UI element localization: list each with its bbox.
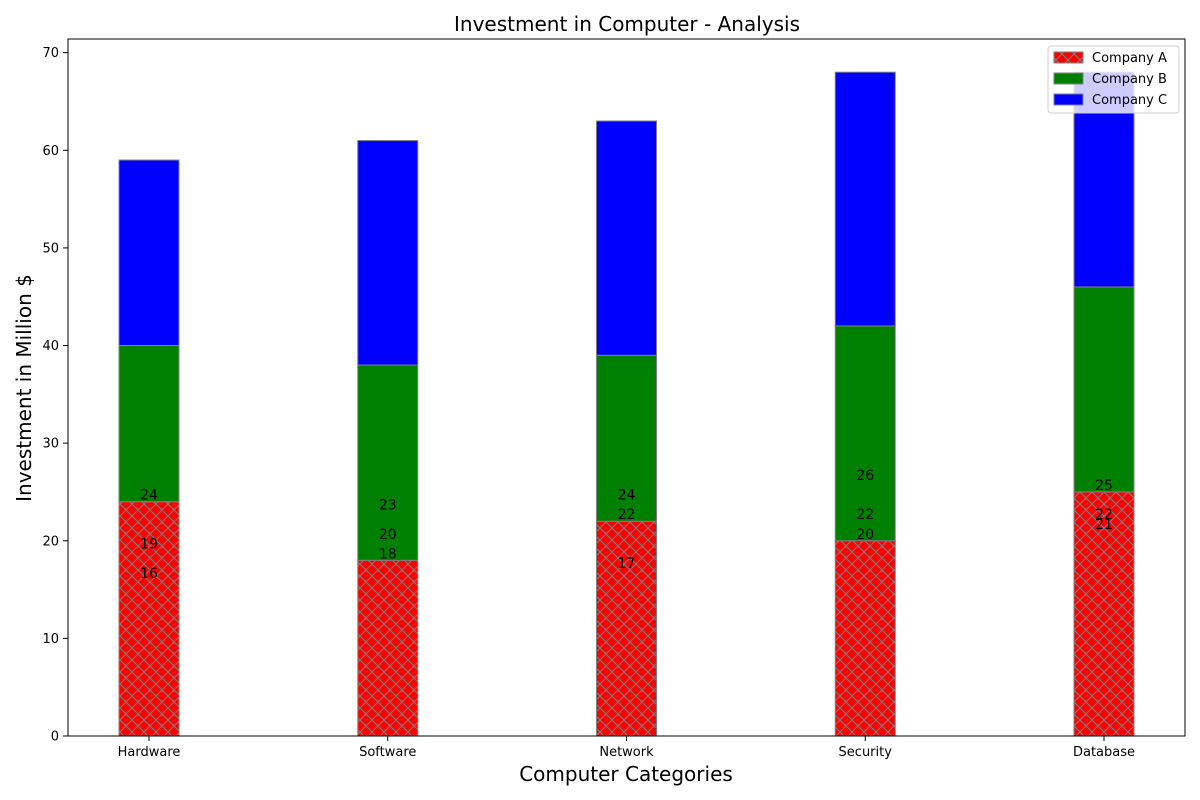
x-tick-label: Security — [839, 745, 893, 760]
bar-segment — [834, 71, 896, 327]
bar-segment — [1073, 286, 1135, 493]
data-label: 20 — [379, 527, 397, 543]
bar-segment — [834, 325, 896, 542]
x-tick-label: Hardware — [118, 745, 181, 760]
data-label: 22 — [856, 507, 874, 523]
y-tick-label: 30 — [42, 437, 59, 452]
y-tick-label: 0 — [51, 730, 59, 745]
data-label: 24 — [140, 488, 158, 504]
data-label: 23 — [379, 497, 397, 513]
x-axis: Hardware Software Network Security Database — [118, 736, 1135, 760]
bars-layer — [118, 71, 1135, 737]
legend: Company A Company B Company C — [1047, 45, 1180, 114]
legend-label: Company C — [1092, 93, 1167, 108]
data-label: 17 — [618, 556, 636, 572]
bar-segment — [357, 559, 419, 737]
data-label: 24 — [618, 488, 636, 504]
y-axis: 0 10 20 30 40 50 60 70 — [42, 46, 68, 745]
y-tick-label: 10 — [42, 632, 59, 647]
data-label: 18 — [379, 546, 397, 562]
legend-swatch — [1053, 72, 1084, 85]
chart-title: Investment in Computer - Analysis — [454, 12, 800, 36]
bar-segment — [118, 345, 180, 503]
data-label: 22 — [1095, 507, 1113, 523]
bar-segment — [596, 120, 657, 356]
y-tick-label: 70 — [42, 46, 59, 61]
x-tick-label: Database — [1073, 745, 1135, 760]
legend-label: Company A — [1092, 51, 1167, 66]
legend-swatch — [1053, 51, 1084, 64]
bar-segment — [1073, 491, 1135, 737]
bar-segment — [118, 501, 180, 737]
x-tick-label: Software — [359, 745, 416, 760]
bar-segment — [596, 520, 657, 737]
bar-segment — [357, 140, 419, 366]
y-tick-label: 50 — [42, 241, 59, 256]
data-label: 26 — [856, 468, 874, 484]
data-label: 16 — [140, 566, 158, 582]
data-label: 25 — [1095, 478, 1113, 494]
y-tick-label: 40 — [42, 339, 59, 354]
x-tick-label: Network — [599, 745, 654, 760]
y-tick-label: 20 — [42, 534, 59, 549]
y-axis-label: Investment in Million $ — [12, 274, 36, 502]
data-label: 20 — [856, 527, 874, 543]
y-tick-label: 60 — [42, 144, 59, 159]
data-label: 19 — [140, 537, 158, 553]
legend-label: Company B — [1092, 72, 1167, 87]
legend-swatch — [1053, 93, 1084, 106]
bar-segment — [357, 364, 419, 561]
data-label: 21 — [1095, 517, 1113, 533]
bar-segment — [118, 159, 180, 347]
bar-segment — [834, 540, 896, 737]
x-axis-label: Computer Categories — [519, 762, 733, 786]
data-label: 22 — [618, 507, 636, 523]
